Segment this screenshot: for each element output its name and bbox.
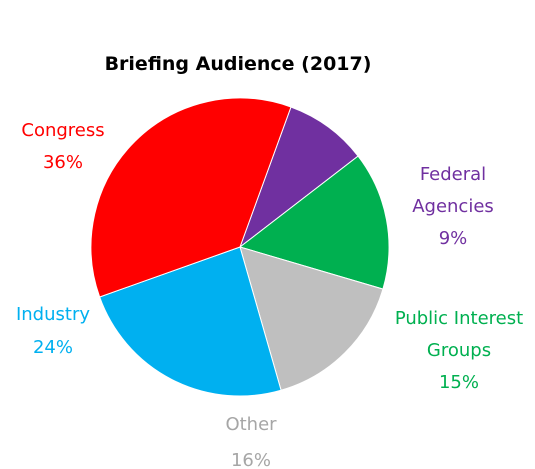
slice-label: Congress [21, 120, 104, 141]
pie-slice-industry [98, 246, 282, 397]
slice-value-label: 15% [439, 372, 479, 393]
pie-slice-public-interest-groups [238, 155, 390, 290]
chart-title: Briefing Audience (2017) [105, 53, 372, 75]
pie-slice-federal-agencies [238, 106, 359, 249]
slice-label: Industry [16, 304, 90, 325]
slice-value-label: 36% [43, 152, 83, 173]
slice-label: Public Interest [395, 308, 523, 329]
slice-label: Groups [427, 340, 491, 361]
pie-slice-other [239, 246, 384, 391]
slice-label: Federal [420, 164, 486, 185]
slice-value-label: 24% [33, 337, 73, 358]
slice-label: Other [225, 414, 277, 435]
slice-value-label: 16% [231, 450, 271, 469]
slice-label: Agencies [412, 196, 494, 217]
slice-value-label: 9% [439, 228, 468, 249]
pie-slice-congress [90, 97, 292, 298]
